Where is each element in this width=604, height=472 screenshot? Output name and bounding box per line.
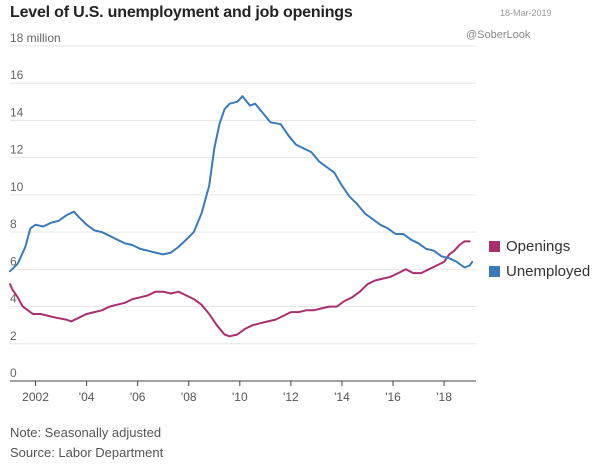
y-tick-label: 14 — [10, 105, 24, 119]
source-note: Source: Labor Department — [10, 445, 164, 460]
y-tick-label: 18 million — [10, 31, 61, 45]
series-line-unemployed — [9, 95, 474, 273]
legend-item-openings: Openings — [489, 238, 570, 255]
axis-layer: 0 2 4 6 8 10 12 14 16 18 million 2002 '04 '06 '08 '10 '… — [10, 31, 476, 404]
series-line-openings — [9, 240, 471, 338]
legend-label-unemployed: Unemployed — [506, 263, 591, 280]
y-tick-label: 8 — [10, 217, 17, 231]
legend-swatch-openings — [489, 241, 500, 252]
y-tick-label: 12 — [10, 143, 24, 157]
series-layer — [9, 95, 474, 338]
y-tick-label: 10 — [10, 180, 24, 194]
y-tick-label: 2 — [10, 329, 17, 343]
x-tick-label: '18 — [436, 390, 452, 404]
y-tick-label: 16 — [10, 68, 24, 82]
source-handle: @SoberLook — [466, 29, 531, 41]
chart-title: Level of U.S. unemployment and job openi… — [10, 4, 353, 21]
x-tick-label: '14 — [334, 390, 350, 404]
y-tick-label: 4 — [10, 292, 17, 306]
date-stamp: 18-Mar-2019 — [500, 8, 552, 18]
x-tick-label: '16 — [385, 390, 401, 404]
x-tick-label: '10 — [232, 390, 248, 404]
grid-layer — [10, 45, 476, 345]
legend-item-unemployed: Unemployed — [489, 263, 590, 280]
legend-swatch-unemployed — [489, 266, 500, 277]
x-tick-label: '12 — [283, 390, 299, 404]
x-tick-label: '04 — [79, 390, 95, 404]
legend-label-openings: Openings — [506, 238, 571, 255]
footnote: Note: Seasonally adjusted — [10, 425, 162, 440]
y-tick-label: 0 — [10, 366, 17, 380]
y-tick-label: 6 — [10, 254, 17, 268]
x-tick-label: 2002 — [22, 390, 49, 404]
x-tick-label: '08 — [181, 390, 197, 404]
x-tick-label: '06 — [130, 390, 146, 404]
